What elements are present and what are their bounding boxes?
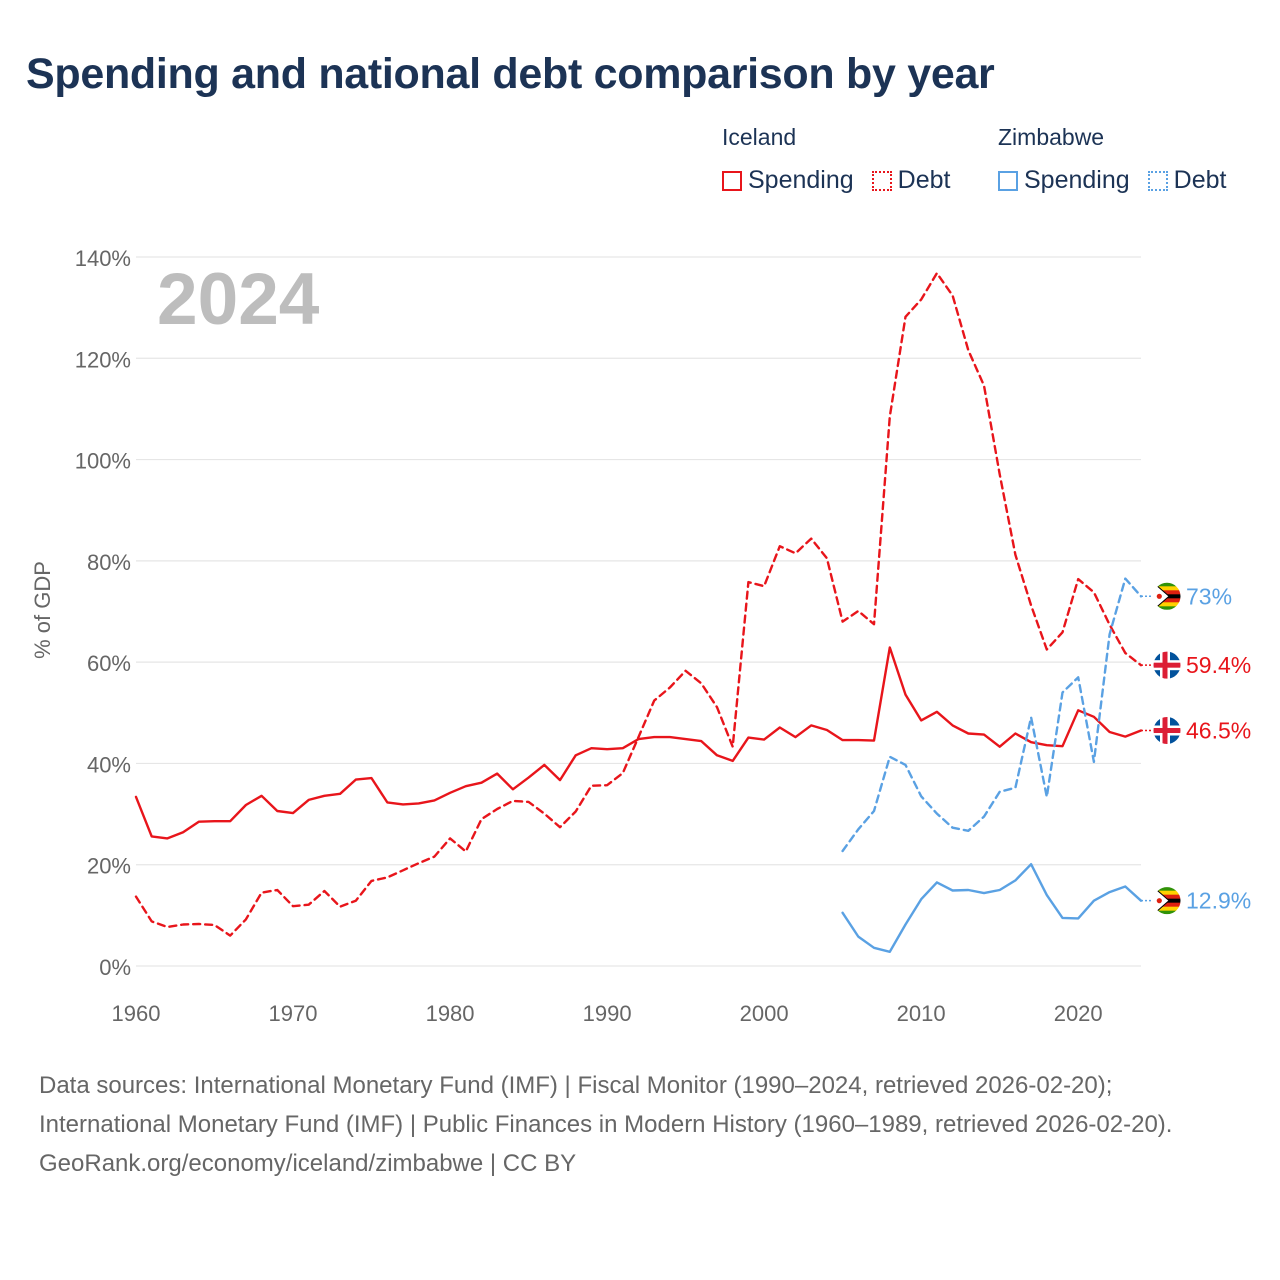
legend-swatch-solid-icon: [722, 170, 742, 191]
zimbabwe-flag-icon: [1153, 886, 1181, 915]
end-value-label: 59.4%: [1186, 652, 1251, 678]
y-tick-label: 100%: [75, 449, 131, 474]
end-marker-zimbabwe-spending: 12.9%: [1141, 886, 1251, 916]
y-tick-label: 140%: [75, 246, 131, 271]
legend-group-name: Zimbabwe: [998, 124, 1105, 150]
series-line-iceland-debt: [134, 272, 1143, 937]
iceland-flag-icon: [1153, 716, 1181, 745]
footer: Data sources: International Monetary Fun…: [39, 1066, 1239, 1183]
x-tick-label: 1960: [112, 1001, 161, 1026]
year-watermark: 2024: [157, 259, 320, 340]
y-tick-label: 80%: [87, 550, 131, 575]
x-tick-label: 2000: [740, 1001, 789, 1026]
legend-item-zimbabwe-debt[interactable]: Debt: [1147, 166, 1227, 195]
legend-label: Debt: [1173, 166, 1227, 194]
legend-group-iceland: Iceland Spending Debt: [722, 124, 968, 195]
end-markers: 46.5% 59.4% 12.9% 73%: [1141, 581, 1251, 916]
x-tick-label: 1980: [426, 1001, 475, 1026]
x-tick-label: 2010: [897, 1001, 946, 1026]
legend-label: Spending: [748, 166, 854, 194]
end-value-label: 46.5%: [1186, 718, 1251, 744]
legend-group-zimbabwe: Zimbabwe Spending Debt: [998, 124, 1244, 195]
legend-swatch-solid-icon: [998, 170, 1018, 191]
legend-label: Spending: [1024, 166, 1130, 194]
series-lines: [134, 272, 1143, 953]
y-tick-label: 20%: [87, 854, 131, 879]
y-tick-label: 40%: [87, 752, 131, 777]
series-line-iceland-spending: [134, 646, 1143, 840]
y-tick-label: 60%: [87, 651, 131, 676]
end-value-label: 73%: [1186, 583, 1232, 609]
legend-item-iceland-spending[interactable]: Spending: [722, 166, 854, 195]
x-axis-ticks: 1960 1970 1980 1990 2000 2010 2020: [112, 1001, 1103, 1026]
legend-label: Debt: [897, 166, 951, 194]
series-line-zimbabwe-spending: [841, 863, 1143, 953]
chart-title: Spending and national debt comparison by…: [26, 50, 995, 98]
chart: 2024 0% 20% 40% 60% 80% 100% 120% 140% 1960 1970…: [30, 246, 1251, 1026]
y-tick-label: 120%: [75, 347, 131, 372]
end-marker-iceland-spending: 46.5%: [1141, 716, 1251, 746]
legend-item-zimbabwe-spending[interactable]: Spending: [998, 166, 1130, 195]
legend-swatch-dotted-icon: [871, 170, 892, 191]
data-sources: Data sources: International Monetary Fun…: [39, 1072, 1173, 1138]
gridlines: [136, 256, 1141, 967]
legend-swatch-dotted-icon: [1147, 170, 1168, 191]
iceland-flag-icon: [1153, 651, 1181, 680]
y-axis-ticks: 0% 20% 40% 60% 80% 100% 120% 140%: [75, 246, 131, 980]
x-tick-label: 1970: [269, 1001, 318, 1026]
attribution: GeoRank.org/economy/iceland/zimbabwe | C…: [39, 1150, 577, 1177]
x-tick-label: 2020: [1054, 1001, 1103, 1026]
y-tick-label: 0%: [99, 955, 131, 980]
end-value-label: 12.9%: [1186, 888, 1251, 914]
end-marker-zimbabwe-debt: 73%: [1141, 581, 1232, 611]
legend-item-iceland-debt[interactable]: Debt: [871, 166, 951, 195]
end-marker-iceland-debt: 59.4%: [1141, 650, 1251, 680]
y-axis-label: % of GDP: [30, 561, 55, 659]
zimbabwe-flag-icon: [1153, 582, 1181, 611]
x-tick-label: 1990: [583, 1001, 632, 1026]
series-line-zimbabwe-debt: [841, 577, 1143, 853]
legend-group-name: Iceland: [722, 124, 797, 150]
